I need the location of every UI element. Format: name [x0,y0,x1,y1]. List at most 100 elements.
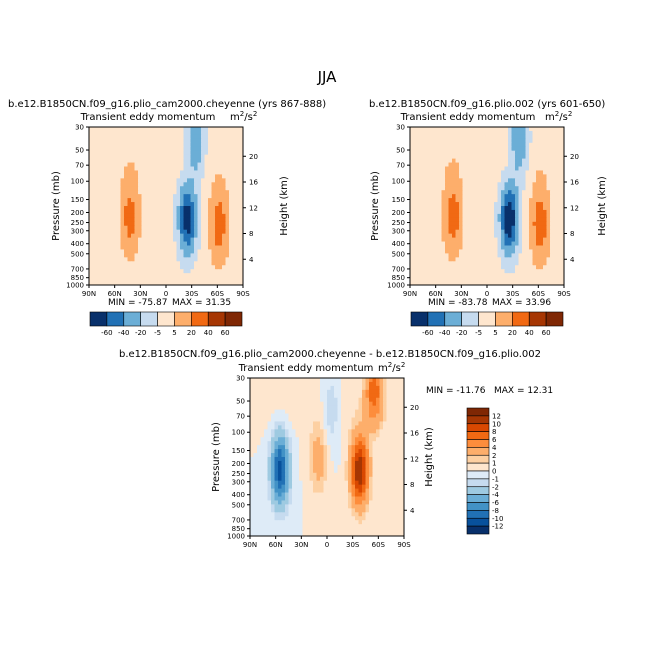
contour-cell [134,237,139,242]
contour-cell [504,174,509,179]
contour-cell [239,241,244,246]
contour-cell [253,472,258,478]
contour-cell [560,261,565,266]
contour-cell [376,480,380,486]
contour-cell [239,257,244,262]
contour-cell [501,209,505,215]
contour-cell [162,138,167,144]
contour-cell [459,269,463,274]
contour-cell [264,468,268,474]
contour-cell [239,194,244,199]
contour-cell [197,198,202,203]
contour-cell [204,273,209,278]
contour-cell [445,202,449,207]
contour-cell [504,138,509,144]
contour-cell [173,134,177,140]
contour-cell [239,281,244,286]
contour-cell [355,468,359,474]
contour-cell [190,182,195,187]
contour-cell [201,257,205,262]
contour-cell [141,225,146,231]
contour-cell [302,413,307,418]
contour-cell [413,269,418,274]
contour-cell [120,170,125,175]
contour-cell [543,233,547,238]
contour-cell [99,241,104,246]
contour-cell [445,150,449,156]
contour-cell [260,492,265,497]
contour-cell [180,182,184,187]
contour-cell [124,206,128,211]
contour-cell [334,397,338,403]
contour-cell [417,261,421,266]
contour-cell [271,393,275,399]
contour-cell [369,405,373,410]
contour-cell [508,225,512,231]
contour-cell [504,253,509,258]
contour-cell [222,178,226,183]
contour-cell [288,401,293,407]
contour-cell [124,237,128,242]
contour-cell [120,206,125,211]
contour-cell [525,237,530,242]
contour-cell [194,127,198,132]
contour-cell [480,202,484,207]
contour-cell [92,202,97,207]
contour-cell [110,225,114,231]
contour-cell [341,453,345,458]
contour-cell [438,213,442,219]
panel-1-units: m2/s2 [230,110,257,123]
contour-cell [529,166,533,171]
contour-cell [410,225,414,231]
contour-cell [285,437,289,442]
contour-cell [271,460,275,466]
contour-cell [138,174,142,179]
contour-cell [208,209,212,215]
contour-cell [99,127,104,132]
contour-cell [462,229,467,235]
contour-cell [218,174,223,179]
contour-cell [553,182,558,187]
contour-cell [362,457,366,462]
contour-cell [309,401,314,407]
contour-cell [145,186,149,191]
contour-cell [110,150,114,156]
contour-cell [253,429,258,434]
contour-cell [348,484,352,489]
contour-cell [316,381,321,387]
contour-cell [508,154,512,159]
contour-cell [424,198,428,203]
contour-cell [127,269,132,274]
contour-cell [413,281,418,286]
contour-cell [532,178,537,183]
contour-cell [473,217,477,223]
contour-cell [369,409,373,414]
contour-cell [494,277,498,282]
contour-cell [480,257,484,262]
contour-cell [250,417,254,422]
contour-cell [539,162,544,167]
panel-1-ylabel-right: Height (km) [279,176,290,236]
contour-cell [543,237,547,242]
contour-cell [204,281,209,286]
contour-cell [99,261,104,266]
contour-cell [532,206,537,211]
contour-cell [96,225,100,231]
contour-cell [253,492,258,497]
contour-cell [110,174,114,179]
contour-cell [120,269,125,274]
contour-cell [190,146,195,152]
contour-cell [466,257,470,262]
contour-cell [113,257,118,262]
contour-cell [113,265,118,270]
contour-cell [278,441,282,446]
contour-cell [141,269,146,274]
contour-cell [455,130,460,136]
contour-cell [508,198,512,203]
contour-cell [159,213,163,219]
contour-cell [390,393,394,399]
contour-cell [476,225,481,231]
contour-cell [232,174,237,179]
contour-cell [197,146,202,152]
contour-cell [393,453,398,458]
